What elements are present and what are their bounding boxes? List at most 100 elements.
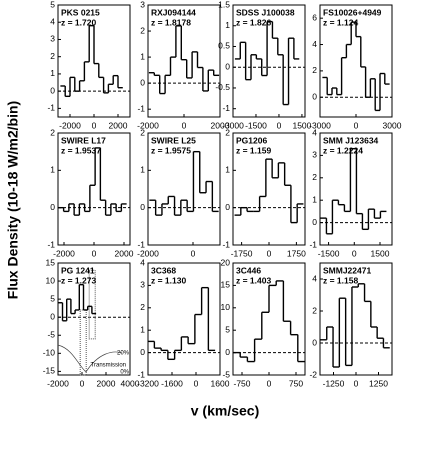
step-riser (153, 287, 210, 360)
y-tick-label: 0 (312, 337, 317, 347)
x-tick-label: 0 (267, 378, 272, 388)
y-tick-label: 0 (225, 61, 230, 71)
x-tick-label: 0 (80, 378, 85, 388)
x-tick-label: 2000 (115, 248, 134, 258)
y-tick-label: 2 (312, 65, 317, 75)
y-tick-label: 2 (50, 51, 55, 61)
y-tick-label: 1 (50, 68, 55, 78)
panel-title: 3C368 (151, 265, 176, 275)
x-tick-label: -1500 (318, 248, 340, 258)
y-tick-label: 2 (140, 25, 145, 35)
x-tick-label: 4000 (121, 378, 140, 388)
x-tick-label: -2000 (137, 120, 159, 130)
y-tick-label: 4 (50, 16, 55, 26)
x-tick-label: 0 (191, 248, 196, 258)
panel-frame (232, 4, 306, 118)
panel-frame (57, 262, 131, 376)
annotation: 20% (117, 351, 130, 357)
y-tick-label: 5 (50, 0, 55, 9)
x-tick-label: -3000 (309, 120, 331, 130)
x-tick-label: -2000 (137, 248, 159, 258)
panel-title: 3C446 (236, 265, 261, 275)
y-tick-label: 10 (221, 302, 231, 312)
x-tick-label: 1500 (371, 248, 390, 258)
x-tick-label: 1750 (287, 248, 306, 258)
x-tick-label: 0 (182, 120, 187, 130)
y-tick-label: 10 (46, 275, 56, 285)
annotation: Transmission (91, 363, 126, 369)
y-tick-label: 2 (312, 305, 317, 315)
panel-subtitle: z = 1.826 (236, 17, 271, 27)
panel-subtitle: z = 1.720 (61, 17, 96, 27)
y-tick-label: 4 (312, 273, 317, 283)
step-riser (326, 283, 385, 367)
filter-box (79, 309, 87, 376)
x-tick-label: 0 (267, 248, 272, 258)
x-tick-label: 2000 (109, 120, 128, 130)
step-riser (64, 25, 119, 97)
y-tick-label: 2 (225, 127, 230, 137)
y-axis-label: Flux Density (10-18 W/m2/bin) (5, 101, 21, 299)
y-tick-label: 1 (140, 324, 145, 334)
x-tick-label: 1600 (211, 378, 230, 388)
y-tick-label: 3 (50, 34, 55, 44)
y-tick-label: -5 (222, 369, 230, 379)
step-riser (325, 148, 382, 234)
y-tick-label: 0 (50, 85, 55, 95)
step-riser (326, 22, 386, 111)
panel-subtitle: z = 1.159 (236, 145, 271, 155)
panel-title: RXJ094144 (151, 7, 196, 17)
panel-title: PG1206 (236, 135, 267, 145)
y-tick-label: -15 (43, 366, 56, 376)
y-tick-label: -10 (43, 348, 56, 358)
x-tick-label: 0 (92, 120, 97, 130)
y-tick-label: 1 (312, 194, 317, 204)
y-tick-label: 0.5 (218, 41, 230, 51)
y-tick-label: 6 (312, 12, 317, 22)
panel-title: SWIRE L25 (151, 135, 196, 145)
y-tick-label: 0 (140, 77, 145, 87)
y-tick-label: -1 (137, 103, 145, 113)
panel-title: FS10026+4949 (323, 7, 382, 17)
y-tick-label: 2 (140, 127, 145, 137)
x-tick-label: -1500 (245, 120, 267, 130)
y-tick-label: -1 (137, 369, 145, 379)
y-tick-label: -1 (222, 103, 230, 113)
x-tick-label: -3000 (222, 120, 244, 130)
panel-subtitle: z = 1.124 (323, 17, 358, 27)
panel-frame (147, 132, 221, 246)
panel-title: SDSS J100038 (236, 7, 295, 17)
y-tick-label: 0 (312, 91, 317, 101)
x-tick-label: -2000 (53, 248, 75, 258)
y-tick-label: -5 (47, 330, 55, 340)
panel-subtitle: z = 1.8178 (151, 17, 191, 27)
panel-subtitle: z = 1.9537 (61, 145, 101, 155)
x-tick-label: 1500 (292, 120, 311, 130)
x-tick-label: 0 (92, 248, 97, 258)
panel-subtitle: z = 1.130 (151, 275, 186, 285)
y-tick-label: 4 (312, 127, 317, 137)
y-tick-label: -1 (137, 239, 145, 249)
x-tick-label: 0 (352, 248, 357, 258)
filter-box (88, 269, 96, 340)
step-riser (154, 151, 214, 216)
y-tick-label: 4 (312, 39, 317, 49)
x-tick-label: 0 (354, 378, 359, 388)
x-tick-label: -3200 (137, 378, 159, 388)
panel-subtitle: z = 1.158 (323, 275, 358, 285)
panel-subtitle: z = 1.403 (236, 275, 271, 285)
panel-title: SMMJ22471 (323, 265, 371, 275)
y-tick-label: -1 (309, 239, 317, 249)
y-tick-label: 3 (140, 280, 145, 290)
step-riser (153, 25, 215, 94)
panel-title: SMM J123634 (323, 135, 379, 145)
y-tick-label: -0.5 (215, 82, 230, 92)
annotation: 0% (120, 370, 129, 376)
y-tick-label: 0 (140, 347, 145, 357)
y-tick-label: -1 (47, 103, 55, 113)
panel-frame (319, 132, 393, 246)
x-tick-label: -2000 (59, 120, 81, 130)
transmission-curve (57, 344, 123, 373)
y-tick-label: -1 (222, 239, 230, 249)
